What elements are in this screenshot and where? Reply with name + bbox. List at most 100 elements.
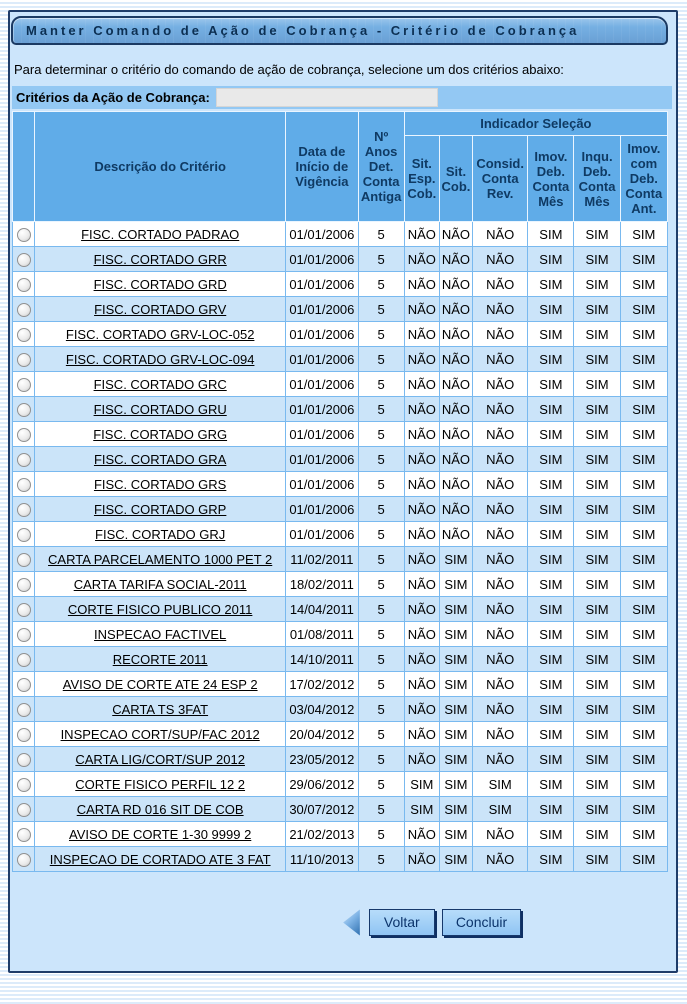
row-radio[interactable] [16,752,31,767]
row-radio[interactable] [16,477,31,492]
vigencia-date: 01/01/2006 [285,346,359,372]
indicator-value: SIM [472,771,529,797]
row-radio[interactable] [16,727,31,742]
row-radio[interactable] [16,702,31,717]
criteria-link[interactable]: FISC. CORTADO GRC [93,376,227,392]
indicator-value: NÃO [438,346,474,372]
indicator-value: SIM [619,746,669,772]
indicator-value: SIM [527,396,575,422]
criteria-link[interactable]: FISC. CORTADO PADRAO [81,226,240,242]
row-radio[interactable] [16,827,31,842]
criteria-link[interactable]: CARTA LIG/CORT/SUP 2012 [75,751,245,767]
row-radio[interactable] [16,352,31,367]
row-radio[interactable] [16,402,31,417]
criteria-link[interactable]: FISC. CORTADO GRP [93,501,227,517]
indicator-value: NÃO [403,371,440,397]
actions-bar: Voltar Concluir [10,909,676,936]
num-anos-value: 5 [357,446,405,472]
row-radio-cell [11,721,36,747]
row-radio[interactable] [16,577,31,592]
indicator-value: NÃO [438,296,474,322]
row-radio[interactable] [16,852,31,867]
row-radio[interactable] [16,227,31,242]
indicator-value: SIM [527,246,575,272]
vigencia-date: 23/05/2012 [285,746,359,772]
criteria-link[interactable]: CARTA TS 3FAT [112,701,209,717]
indicator-value: NÃO [472,421,529,447]
row-radio[interactable] [16,627,31,642]
row-radio-cell [11,696,36,722]
criteria-link[interactable]: INSPECAO FACTIVEL [94,626,227,642]
indicator-value: SIM [619,221,669,247]
indicator-value: SIM [573,321,621,347]
row-radio[interactable] [16,252,31,267]
indicator-value: NÃO [472,396,529,422]
criteria-link[interactable]: FISC. CORTADO GRJ [95,526,226,542]
back-arrow-icon[interactable] [343,909,360,936]
indicator-value: NÃO [403,496,440,522]
row-radio[interactable] [16,777,31,792]
criteria-link[interactable]: FISC. CORTADO GRR [93,251,227,267]
indicator-value: NÃO [403,821,440,847]
voltar-button[interactable]: Voltar [368,909,435,936]
criteria-link[interactable]: FISC. CORTADO GRS [93,476,227,492]
vigencia-date: 01/01/2006 [285,421,359,447]
row-radio[interactable] [16,302,31,317]
row-radio-cell [11,421,36,447]
table-row: CARTA RD 016 SIT DE COB 30/07/2012 5 SIM SIM… [11,796,669,822]
num-anos-value: 5 [357,596,405,622]
criteria-link[interactable]: CARTA TARIFA SOCIAL-2011 [73,576,247,592]
criteria-filter-input[interactable] [215,88,438,107]
row-radio[interactable] [16,427,31,442]
concluir-button[interactable]: Concluir [441,909,522,936]
criteria-link[interactable]: CARTA PARCELAMENTO 1000 PET 2 [48,551,273,567]
indicator-value: SIM [619,271,669,297]
criteria-link[interactable]: FISC. CORTADO GRD [93,276,227,292]
criteria-link[interactable]: CORTE FISICO PERFIL 12 2 [75,776,246,792]
row-radio[interactable] [16,552,31,567]
row-radio[interactable] [16,527,31,542]
indicator-value: SIM [619,721,669,747]
criteria-filter-label: Critérios da Ação de Cobrança: [16,90,210,105]
row-radio[interactable] [16,452,31,467]
indicator-value: SIM [619,296,669,322]
criteria-link[interactable]: RECORTE 2011 [112,651,208,667]
row-radio[interactable] [16,802,31,817]
criteria-link[interactable]: FISC. CORTADO GRU [93,401,227,417]
vigencia-date: 01/01/2006 [285,496,359,522]
row-radio[interactable] [16,602,31,617]
vigencia-date: 14/04/2011 [285,596,359,622]
indicator-value: SIM [527,571,575,597]
criteria-link[interactable]: FISC. CORTADO GRV [94,301,227,317]
row-radio[interactable] [16,277,31,292]
header-radio-column [11,111,36,222]
row-radio[interactable] [16,677,31,692]
criteria-link[interactable]: INSPECAO DE CORTADO ATE 3 FAT [49,851,271,867]
criteria-link[interactable]: FISC. CORTADO GRV-LOC-094 [65,351,255,367]
criteria-link[interactable]: AVISO DE CORTE 1-30 9999 2 [68,826,252,842]
vigencia-date: 03/04/2012 [285,696,359,722]
num-anos-value: 5 [357,471,405,497]
table-row: CARTA TARIFA SOCIAL-2011 18/02/2011 5 NÃO SI… [11,571,669,597]
num-anos-value: 5 [357,646,405,672]
row-radio-cell [11,771,36,797]
criteria-link[interactable]: CARTA RD 016 SIT DE COB [76,801,244,817]
criteria-link[interactable]: INSPECAO CORT/SUP/FAC 2012 [60,726,260,742]
indicator-value: NÃO [438,271,474,297]
row-radio[interactable] [16,377,31,392]
row-radio[interactable] [16,327,31,342]
row-radio[interactable] [16,502,31,517]
indicator-value: SIM [573,346,621,372]
row-radio[interactable] [16,652,31,667]
num-anos-value: 5 [357,546,405,572]
vigencia-date: 01/01/2006 [285,396,359,422]
criteria-link[interactable]: FISC. CORTADO GRG [93,426,228,442]
indicator-value: SIM [403,796,440,822]
criteria-link[interactable]: AVISO DE CORTE ATE 24 ESP 2 [62,676,258,692]
num-anos-value: 5 [357,246,405,272]
criteria-link[interactable]: FISC. CORTADO GRV-LOC-052 [65,326,255,342]
row-radio-cell [11,521,36,547]
indicator-value: SIM [438,771,474,797]
criteria-link[interactable]: FISC. CORTADO GRA [93,451,227,467]
criteria-link[interactable]: CORTE FISICO PUBLICO 2011 [67,601,253,617]
